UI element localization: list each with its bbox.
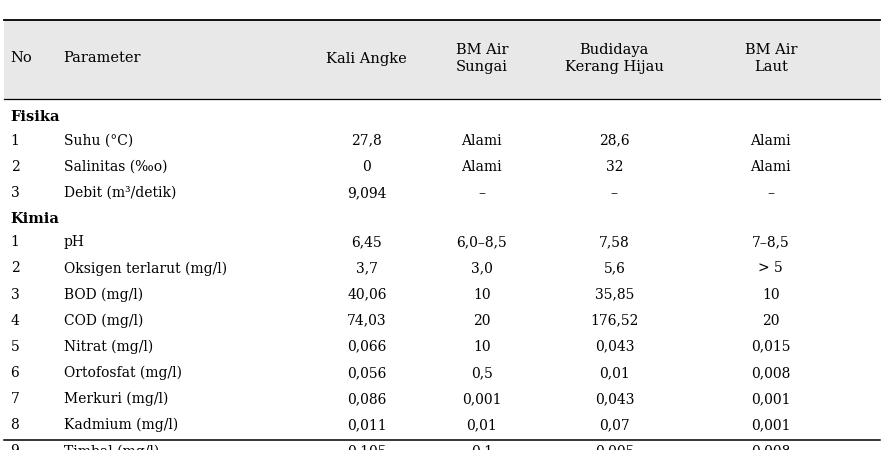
Text: 0,07: 0,07 [599,418,629,432]
Text: 2: 2 [11,261,19,275]
Text: Nitrat (mg/l): Nitrat (mg/l) [64,340,153,354]
Text: 0,001: 0,001 [751,392,790,406]
Text: 27,8: 27,8 [352,134,382,148]
Text: 28,6: 28,6 [599,134,629,148]
Text: Debit (m³/detik): Debit (m³/detik) [64,186,176,200]
Text: Kali Angke: Kali Angke [326,51,408,66]
Text: –: – [611,186,618,200]
Text: BM Air
Sungai: BM Air Sungai [455,43,508,74]
Text: 6,0–8,5: 6,0–8,5 [456,235,507,249]
Text: 3,7: 3,7 [356,261,377,275]
Text: 3: 3 [11,186,19,200]
Text: 4: 4 [11,314,19,328]
Text: 20: 20 [762,314,780,328]
Text: Kimia: Kimia [11,212,59,226]
Text: 8: 8 [11,418,19,432]
Text: Kadmium (mg/l): Kadmium (mg/l) [64,418,178,432]
Text: Oksigen terlarut (mg/l): Oksigen terlarut (mg/l) [64,261,227,276]
Text: 0,008: 0,008 [751,366,790,380]
Text: 5: 5 [11,340,19,354]
Text: Alami: Alami [461,160,502,174]
Text: > 5: > 5 [758,261,783,275]
Text: 0,086: 0,086 [347,392,386,406]
Text: 9: 9 [11,444,19,450]
Text: 10: 10 [473,288,491,302]
Text: 0,005: 0,005 [595,444,634,450]
Text: Fisika: Fisika [11,110,60,124]
Text: –: – [478,186,485,200]
Text: Timbal (mg/l): Timbal (mg/l) [64,444,159,450]
Text: Ortofosfat (mg/l): Ortofosfat (mg/l) [64,366,181,380]
Text: Salinitas (‰o): Salinitas (‰o) [64,160,167,174]
Text: 0,056: 0,056 [347,366,386,380]
Text: Alami: Alami [751,160,791,174]
Text: 1: 1 [11,235,19,249]
Text: 6,45: 6,45 [352,235,382,249]
Text: 0: 0 [362,160,371,174]
Text: 7,58: 7,58 [599,235,629,249]
Text: 10: 10 [762,288,780,302]
Text: BM Air
Laut: BM Air Laut [744,43,797,74]
Text: 7: 7 [11,392,19,406]
Text: 3,0: 3,0 [471,261,492,275]
Text: 2: 2 [11,160,19,174]
Text: 20: 20 [473,314,491,328]
Text: 0,043: 0,043 [595,392,634,406]
Text: 32: 32 [606,160,623,174]
Text: 10: 10 [473,340,491,354]
Text: Budidaya
Kerang Hijau: Budidaya Kerang Hijau [565,43,664,74]
Text: –: – [767,186,774,200]
Text: 0,1: 0,1 [471,444,492,450]
Text: 0,015: 0,015 [751,340,790,354]
Text: COD (mg/l): COD (mg/l) [64,314,143,328]
Text: 74,03: 74,03 [347,314,386,328]
Text: 6: 6 [11,366,19,380]
Text: 0,01: 0,01 [467,418,497,432]
Text: 176,52: 176,52 [591,314,638,328]
Text: 0,008: 0,008 [751,444,790,450]
Text: 0,105: 0,105 [347,444,386,450]
Text: 1: 1 [11,134,19,148]
Text: 3: 3 [11,288,19,302]
Text: 0,5: 0,5 [471,366,492,380]
Text: Parameter: Parameter [64,51,141,66]
Text: 35,85: 35,85 [595,288,634,302]
Text: 0,043: 0,043 [595,340,634,354]
Text: pH: pH [64,235,85,249]
Text: Merkuri (mg/l): Merkuri (mg/l) [64,392,168,406]
Text: 0,01: 0,01 [599,366,629,380]
Bar [4,20,880,99]
Text: 7–8,5: 7–8,5 [752,235,789,249]
Text: 0,001: 0,001 [462,392,501,406]
Text: 40,06: 40,06 [347,288,386,302]
Text: No: No [11,51,33,66]
Text: 5,6: 5,6 [604,261,625,275]
Text: 9,094: 9,094 [347,186,386,200]
Text: Suhu (°C): Suhu (°C) [64,134,133,148]
Text: Alami: Alami [751,134,791,148]
Text: 0,011: 0,011 [347,418,386,432]
Text: 0,066: 0,066 [347,340,386,354]
Text: Alami: Alami [461,134,502,148]
Text: BOD (mg/l): BOD (mg/l) [64,288,143,302]
Text: 0,001: 0,001 [751,418,790,432]
